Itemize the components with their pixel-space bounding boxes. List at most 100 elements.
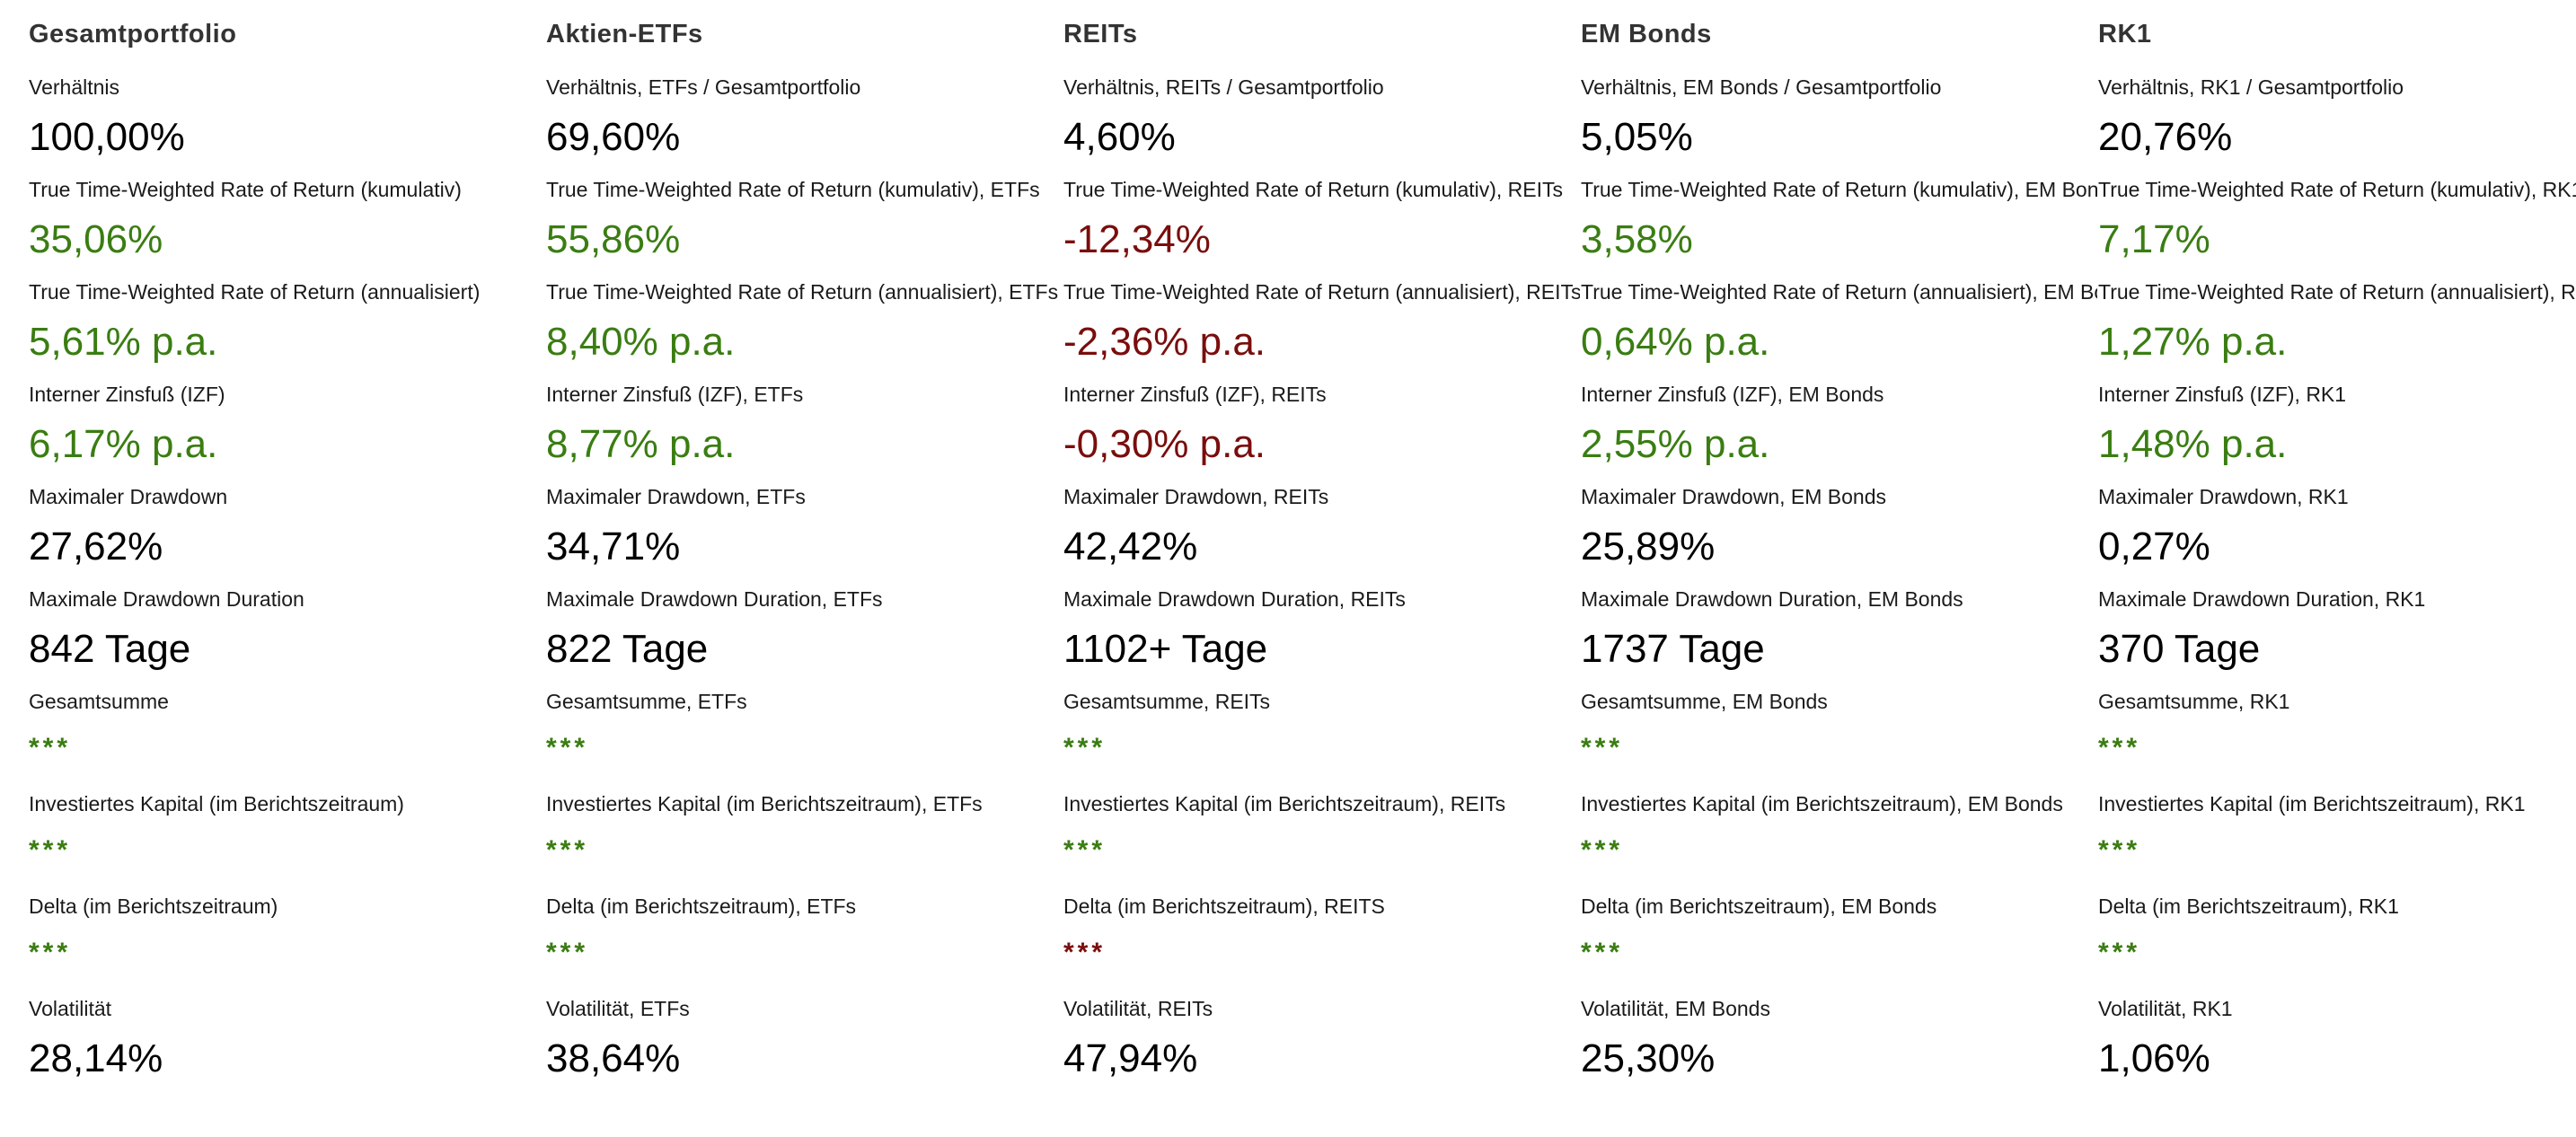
metrics-column-3: EM Bonds Verhältnis, EM Bonds / Gesamtpor… [1581,0,2097,1137]
metric-value-verhaeltnis: 20,76% [2098,115,2233,159]
masked-value: *** [1063,835,1107,865]
metric-value-max-drawdown-duration: 822 Tage [546,627,709,671]
metric-label-twr-kumulativ: True Time-Weighted Rate of Return (kumul… [1581,178,2097,201]
metric-label-verhaeltnis: Verhältnis, RK1 / Gesamtportfolio [2098,75,2404,99]
metric-label-max-drawdown-duration: Maximale Drawdown Duration, RK1 [2098,587,2426,611]
metric-value-max-drawdown-duration: 842 Tage [29,627,191,671]
metric-label-izf: Interner Zinsfuß (IZF), REITs [1063,383,1327,406]
metric-value-twr-kumulativ: -12,34% [1063,217,1211,261]
metric-label-izf: Interner Zinsfuß (IZF) [29,383,225,406]
metric-value-verhaeltnis: 100,00% [29,115,185,159]
metrics-column-4: RK1 Verhältnis, RK1 / Gesamtportfolio 20,7… [2098,0,2576,1137]
masked-value: *** [546,733,589,762]
metric-label-izf: Interner Zinsfuß (IZF), ETFs [546,383,804,406]
metric-label-investiertes-kapital: Investiertes Kapital (im Berichtszeitrau… [2098,792,2526,815]
column-title: REITs [1063,20,1138,48]
metric-label-verhaeltnis: Verhältnis, REITs / Gesamtportfolio [1063,75,1384,99]
metric-label-investiertes-kapital: Investiertes Kapital (im Berichtszeitrau… [546,792,983,815]
metrics-column-0: Gesamtportfolio Verhältnis 100,00% True Tim… [29,0,545,1137]
metric-label-gesamtsumme: Gesamtsumme, ETFs [546,690,747,713]
metric-value-twr-annualisiert: 0,64% p.a. [1581,320,1770,364]
metric-label-twr-kumulativ: True Time-Weighted Rate of Return (kumul… [2098,178,2576,201]
metric-value-max-drawdown: 42,42% [1063,524,1198,568]
metric-value-volatilitaet: 1,06% [2098,1036,2210,1080]
metric-label-twr-annualisiert: True Time-Weighted Rate of Return (annua… [29,280,481,304]
metric-label-delta: Delta (im Berichtszeitraum), EM Bonds [1581,895,1937,918]
metric-value-verhaeltnis: 4,60% [1063,115,1176,159]
metric-value-max-drawdown: 25,89% [1581,524,1716,568]
metric-label-gesamtsumme: Gesamtsumme [29,690,169,713]
metric-label-max-drawdown: Maximaler Drawdown [29,485,228,508]
metric-value-max-drawdown-duration: 1737 Tage [1581,627,1765,671]
metric-label-delta: Delta (im Berichtszeitraum) [29,895,278,918]
metric-value-twr-kumulativ: 7,17% [2098,217,2210,261]
metric-value-izf: 1,48% p.a. [2098,422,2288,466]
metric-label-max-drawdown-duration: Maximale Drawdown Duration, ETFs [546,587,883,611]
metric-value-izf: 8,77% p.a. [546,422,736,466]
metric-label-delta: Delta (im Berichtszeitraum), REITS [1063,895,1385,918]
metric-value-volatilitaet: 28,14% [29,1036,163,1080]
metric-label-gesamtsumme: Gesamtsumme, EM Bonds [1581,690,1828,713]
metric-value-max-drawdown: 27,62% [29,524,163,568]
masked-value: *** [1581,733,1624,762]
masked-value: *** [29,733,72,762]
metric-value-verhaeltnis: 5,05% [1581,115,1693,159]
metric-label-max-drawdown-duration: Maximale Drawdown Duration, REITs [1063,587,1406,611]
metric-value-twr-kumulativ: 3,58% [1581,217,1693,261]
metric-label-gesamtsumme: Gesamtsumme, REITs [1063,690,1271,713]
metric-label-volatilitaet: Volatilität, EM Bonds [1581,997,1770,1020]
masked-value: *** [1063,938,1107,967]
metric-value-volatilitaet: 25,30% [1581,1036,1716,1080]
metric-label-verhaeltnis: Verhältnis, ETFs / Gesamtportfolio [546,75,861,99]
metric-label-volatilitaet: Volatilität, RK1 [2098,997,2233,1020]
masked-value: *** [1063,733,1107,762]
metric-value-max-drawdown-duration: 1102+ Tage [1063,627,1268,671]
metric-label-twr-kumulativ: True Time-Weighted Rate of Return (kumul… [1063,178,1564,201]
metric-label-izf: Interner Zinsfuß (IZF), EM Bonds [1581,383,1884,406]
metric-label-max-drawdown: Maximaler Drawdown, RK1 [2098,485,2349,508]
metrics-column-1: Aktien-ETFs Verhältnis, ETFs / Gesamtport… [546,0,1063,1137]
metric-value-twr-annualisiert: 5,61% p.a. [29,320,218,364]
metric-value-izf: -0,30% p.a. [1063,422,1266,466]
masked-value: *** [29,835,72,865]
masked-value: *** [1581,835,1624,865]
column-title: EM Bonds [1581,20,1712,48]
metric-value-izf: 2,55% p.a. [1581,422,1770,466]
metric-label-twr-kumulativ: True Time-Weighted Rate of Return (kumul… [546,178,1040,201]
metric-value-twr-kumulativ: 55,86% [546,217,681,261]
metric-label-twr-annualisiert: True Time-Weighted Rate of Return (annua… [1581,280,2097,304]
metric-label-izf: Interner Zinsfuß (IZF), RK1 [2098,383,2347,406]
masked-value: *** [2098,835,2141,865]
metric-label-max-drawdown-duration: Maximale Drawdown Duration, EM Bonds [1581,587,1963,611]
metric-value-volatilitaet: 47,94% [1063,1036,1198,1080]
metric-value-twr-kumulativ: 35,06% [29,217,163,261]
metric-value-max-drawdown-duration: 370 Tage [2098,627,2261,671]
metric-value-max-drawdown: 34,71% [546,524,681,568]
masked-value: *** [546,938,589,967]
metric-label-investiertes-kapital: Investiertes Kapital (im Berichtszeitrau… [1063,792,1506,815]
metric-value-twr-annualisiert: -2,36% p.a. [1063,320,1266,364]
column-title: Aktien-ETFs [546,20,703,48]
metric-label-volatilitaet: Volatilität, ETFs [546,997,690,1020]
metric-value-twr-annualisiert: 8,40% p.a. [546,320,736,364]
column-title: Gesamtportfolio [29,20,237,48]
metric-label-delta: Delta (im Berichtszeitraum), RK1 [2098,895,2399,918]
masked-value: *** [546,835,589,865]
metric-label-investiertes-kapital: Investiertes Kapital (im Berichtszeitrau… [29,792,404,815]
metric-value-volatilitaet: 38,64% [546,1036,681,1080]
metric-label-max-drawdown: Maximaler Drawdown, EM Bonds [1581,485,1887,508]
metric-label-delta: Delta (im Berichtszeitraum), ETFs [546,895,857,918]
masked-value: *** [1581,938,1624,967]
metric-label-twr-kumulativ: True Time-Weighted Rate of Return (kumul… [29,178,462,201]
metric-label-volatilitaet: Volatilität [29,997,112,1020]
metric-label-twr-annualisiert: True Time-Weighted Rate of Return (annua… [2098,280,2576,304]
metric-value-max-drawdown: 0,27% [2098,524,2210,568]
metric-label-max-drawdown: Maximaler Drawdown, ETFs [546,485,806,508]
metric-value-twr-annualisiert: 1,27% p.a. [2098,320,2288,364]
metric-label-gesamtsumme: Gesamtsumme, RK1 [2098,690,2290,713]
metric-value-izf: 6,17% p.a. [29,422,218,466]
metric-label-verhaeltnis: Verhältnis [29,75,120,99]
metric-label-max-drawdown: Maximaler Drawdown, REITs [1063,485,1329,508]
metric-value-verhaeltnis: 69,60% [546,115,681,159]
